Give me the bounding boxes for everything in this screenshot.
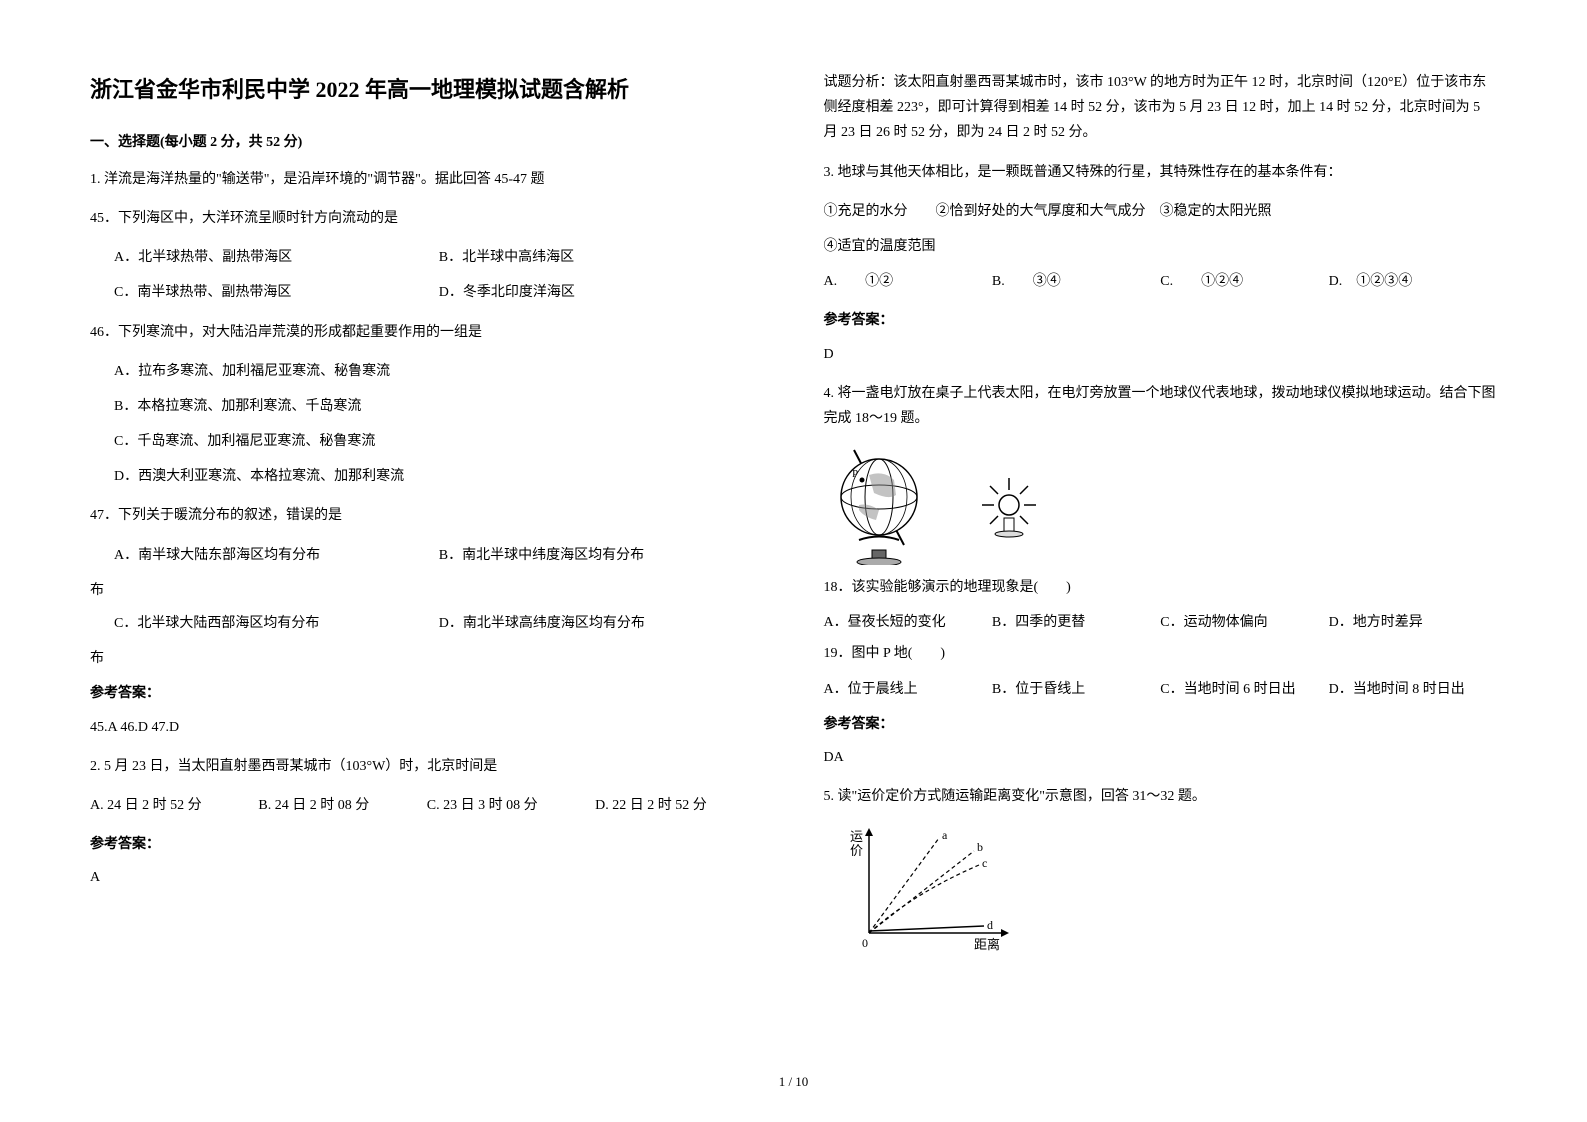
q18-text: 18．该实验能够演示的地理现象是( ) [824, 575, 1498, 600]
q45-option-b: B．北半球中高纬海区 [439, 245, 764, 270]
sun-icon [974, 470, 1044, 540]
q3-option-b: B. ③④ [992, 269, 1160, 294]
q45-text: 45．下列海区中，大洋环流呈顺时针方向流动的是 [90, 206, 764, 231]
q45-option-d: D．冬季北印度洋海区 [439, 280, 764, 305]
q3-answer: D [824, 342, 1498, 367]
origin-label: 0 [862, 936, 868, 950]
q2-option-a: A. 24 日 2 时 52 分 [90, 793, 258, 818]
q47-option-c: C．北半球大陆西部海区均有分布 [114, 611, 439, 636]
q2-analysis: 试题分析：该太阳直射墨西哥某城市时，该市 103°W 的地方时为正午 12 时，… [824, 70, 1498, 146]
q4-answer-label: 参考答案： [824, 712, 1498, 737]
q2-text: 2. 5 月 23 日，当太阳直射墨西哥某城市（103°W）时，北京时间是 [90, 754, 764, 779]
q47-option-d: D．南北半球高纬度海区均有分布 [439, 611, 764, 636]
q18-option-d: D．地方时差异 [1329, 610, 1497, 635]
pricing-chart: a b c d 运 价 0 距离 [844, 823, 1498, 953]
left-column: 浙江省金华市利民中学 2022 年高一地理模拟试题含解析 一、选择题(每小题 2… [90, 70, 764, 1050]
page-number: 1 / 10 [90, 1070, 1497, 1093]
svg-text:b: b [977, 840, 983, 854]
q47-text: 47．下列关于暖流分布的叙述，错误的是 [90, 503, 764, 528]
q2-answer-label: 参考答案： [90, 832, 764, 857]
q2-option-b: B. 24 日 2 时 08 分 [258, 793, 426, 818]
q47-option-b: B．南北半球中纬度海区均有分布 [439, 543, 764, 568]
q1-intro: 1. 洋流是海洋热量的"输送带"，是沿岸环境的"调节器"。据此回答 45-47 … [90, 167, 764, 192]
q3-option-a: A. ①② [824, 269, 992, 294]
q19-option-d: D．当地时间 8 时日出 [1329, 677, 1497, 702]
svg-text:d: d [987, 918, 993, 932]
q4-answer: DA [824, 745, 1498, 770]
q3-condition4: ④适宜的温度范围 [824, 234, 1498, 259]
line-chart-icon: a b c d 运 价 0 距离 [844, 823, 1024, 953]
q46-option-d: D．西澳大利亚寒流、本格拉寒流、加那利寒流 [90, 464, 764, 489]
q1-answer-label: 参考答案： [90, 681, 764, 706]
q18-option-b: B．四季的更替 [992, 610, 1160, 635]
q19-option-b: B．位于昏线上 [992, 677, 1160, 702]
q45-option-c: C．南半球热带、副热带海区 [114, 280, 439, 305]
q2-option-c: C. 23 日 3 时 08 分 [427, 793, 595, 818]
right-column: 试题分析：该太阳直射墨西哥某城市时，该市 103°W 的地方时为正午 12 时，… [824, 70, 1498, 1050]
q3-answer-label: 参考答案： [824, 308, 1498, 333]
q19-option-a: A．位于晨线上 [824, 677, 992, 702]
exam-title: 浙江省金华市利民中学 2022 年高一地理模拟试题含解析 [90, 70, 764, 110]
q5-intro: 5. 读"运价定价方式随运输距离变化"示意图，回答 31～32 题。 [824, 784, 1498, 809]
q3-option-c: C. ①②④ [1160, 269, 1328, 294]
globe-icon: P [824, 445, 934, 565]
q46-option-c: C．千岛寒流、加利福尼亚寒流、秘鲁寒流 [90, 429, 764, 454]
q47-option-d-wrap: 布 [90, 646, 764, 671]
q47-option-a: A．南半球大陆东部海区均有分布 [114, 543, 439, 568]
q18-option-c: C．运动物体偏向 [1160, 610, 1328, 635]
globe-figure: P [824, 445, 1498, 565]
q46-option-a: A．拉布多寒流、加利福尼亚寒流、秘鲁寒流 [90, 359, 764, 384]
section-header: 一、选择题(每小题 2 分，共 52 分) [90, 130, 764, 155]
svg-text:a: a [942, 828, 948, 842]
q1-answer: 45.A 46.D 47.D [90, 715, 764, 740]
y-axis-label: 运 [850, 829, 863, 844]
q2-answer: A [90, 865, 764, 890]
x-axis-label: 距离 [974, 937, 1000, 952]
svg-text:P: P [852, 468, 858, 480]
q2-option-d: D. 22 日 2 时 52 分 [595, 793, 763, 818]
q46-text: 46．下列寒流中，对大陆沿岸荒漠的形成都起重要作用的一组是 [90, 320, 764, 345]
q19-option-c: C．当地时间 6 时日出 [1160, 677, 1328, 702]
q3-text: 3. 地球与其他天体相比，是一颗既普通又特殊的行星，其特殊性存在的基本条件有： [824, 160, 1498, 185]
q3-conditions: ①充足的水分 ②恰到好处的大气厚度和大气成分 ③稳定的太阳光照 [824, 199, 1498, 224]
q47-option-b-wrap: 布 [90, 578, 764, 603]
q3-option-d: D. ①②③④ [1329, 269, 1497, 294]
q4-intro: 4. 将一盏电灯放在桌子上代表太阳，在电灯旁放置一个地球仪代表地球，拨动地球仪模… [824, 381, 1498, 431]
q45-option-a: A．北半球热带、副热带海区 [114, 245, 439, 270]
svg-text:c: c [982, 856, 987, 870]
q18-option-a: A．昼夜长短的变化 [824, 610, 992, 635]
q46-option-b: B．本格拉寒流、加那利寒流、千岛寒流 [90, 394, 764, 419]
svg-text:价: 价 [850, 843, 863, 858]
q19-text: 19．图中 P 地( ) [824, 641, 1498, 666]
